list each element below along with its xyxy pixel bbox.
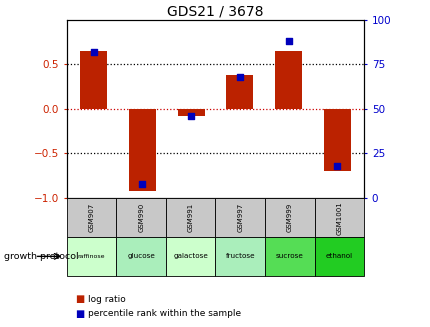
Point	[90, 49, 97, 54]
Bar	[166, 198, 215, 237]
Point	[187, 113, 194, 118]
Point	[138, 181, 145, 186]
Text: log ratio: log ratio	[88, 295, 126, 304]
Text: ■: ■	[75, 309, 84, 319]
Bar	[116, 198, 166, 237]
Bar	[314, 198, 363, 237]
Bar	[314, 237, 363, 276]
Point	[236, 74, 243, 79]
Text: raffinose: raffinose	[78, 254, 105, 259]
Text: ■: ■	[75, 294, 84, 304]
Title: GDS21 / 3678: GDS21 / 3678	[167, 5, 263, 18]
Bar	[177, 109, 204, 116]
Point	[285, 38, 292, 43]
Text: fructose: fructose	[225, 253, 255, 259]
Bar	[215, 198, 264, 237]
Text: ethanol: ethanol	[325, 253, 352, 259]
Text: GSM990: GSM990	[138, 203, 144, 232]
Bar	[80, 51, 107, 109]
Text: GSM1001: GSM1001	[336, 201, 341, 235]
Text: sucrose: sucrose	[275, 253, 303, 259]
Text: GSM999: GSM999	[286, 203, 292, 232]
Text: GSM997: GSM997	[237, 203, 243, 232]
Bar	[264, 198, 314, 237]
Text: glucose: glucose	[127, 253, 155, 259]
Bar	[67, 237, 116, 276]
Text: galactose: galactose	[173, 253, 208, 259]
Bar	[275, 51, 301, 109]
Text: GSM907: GSM907	[89, 203, 94, 232]
Bar	[264, 237, 314, 276]
Bar	[226, 75, 253, 109]
Bar	[323, 109, 350, 171]
Text: GSM991: GSM991	[187, 203, 193, 232]
Bar	[129, 109, 155, 191]
Bar	[116, 237, 166, 276]
Bar	[67, 198, 116, 237]
Bar	[166, 237, 215, 276]
Bar	[215, 237, 264, 276]
Text: growth protocol: growth protocol	[4, 252, 79, 261]
Point	[333, 163, 340, 168]
Text: percentile rank within the sample: percentile rank within the sample	[88, 309, 241, 318]
